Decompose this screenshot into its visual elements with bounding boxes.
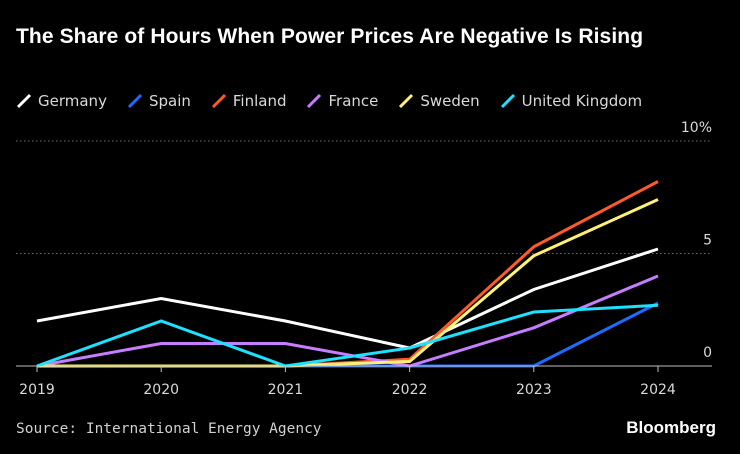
series-line-sweden (37, 198, 659, 368)
x-tick-label: 2022 (392, 382, 428, 398)
series-line-germany (36, 247, 659, 350)
legend-label: Germany (38, 92, 107, 110)
chart-title: The Share of Hours When Power Prices Are… (16, 25, 644, 48)
x-tick-label: 2023 (516, 382, 552, 398)
x-tick-label: 2021 (268, 382, 304, 398)
legend-item-germany: Germany (16, 92, 107, 110)
legend: Germany Spain Finland France Sweden United Ki… (16, 90, 662, 112)
legend-swatch (307, 93, 322, 109)
bloomberg-logo: Bloomberg (626, 418, 716, 437)
legend-swatch (16, 93, 32, 109)
legend-label: Sweden (420, 92, 480, 110)
legend-label: Finland (232, 92, 287, 110)
legend-item-sweden: Sweden (398, 92, 480, 110)
legend-item-finland: Finland (211, 92, 287, 110)
legend-swatch (500, 93, 515, 109)
series-line-united-kingdom (36, 303, 659, 368)
legend-swatch (127, 93, 143, 109)
legend-item-france: France (306, 92, 378, 110)
series-line-france (36, 274, 659, 368)
legend-swatch (399, 93, 414, 109)
series-line-finland (37, 180, 659, 368)
legend-label: Spain (148, 92, 191, 110)
y-tick-label: 0 (703, 345, 712, 361)
legend-swatch (211, 93, 226, 109)
x-tick-label: 2024 (640, 382, 676, 398)
legend-label: United Kingdom (521, 92, 643, 110)
x-tick-label: 2019 (19, 382, 55, 398)
y-tick-label: 5 (703, 233, 712, 249)
legend-item-united-kingdom: United Kingdom (500, 92, 642, 110)
legend-item-spain: Spain (127, 92, 191, 110)
source-note: Source: International Energy Agency (16, 421, 322, 437)
x-tick-label: 2020 (143, 382, 179, 398)
legend-label: France (328, 92, 379, 110)
y-tick-label: 10% (681, 120, 712, 136)
